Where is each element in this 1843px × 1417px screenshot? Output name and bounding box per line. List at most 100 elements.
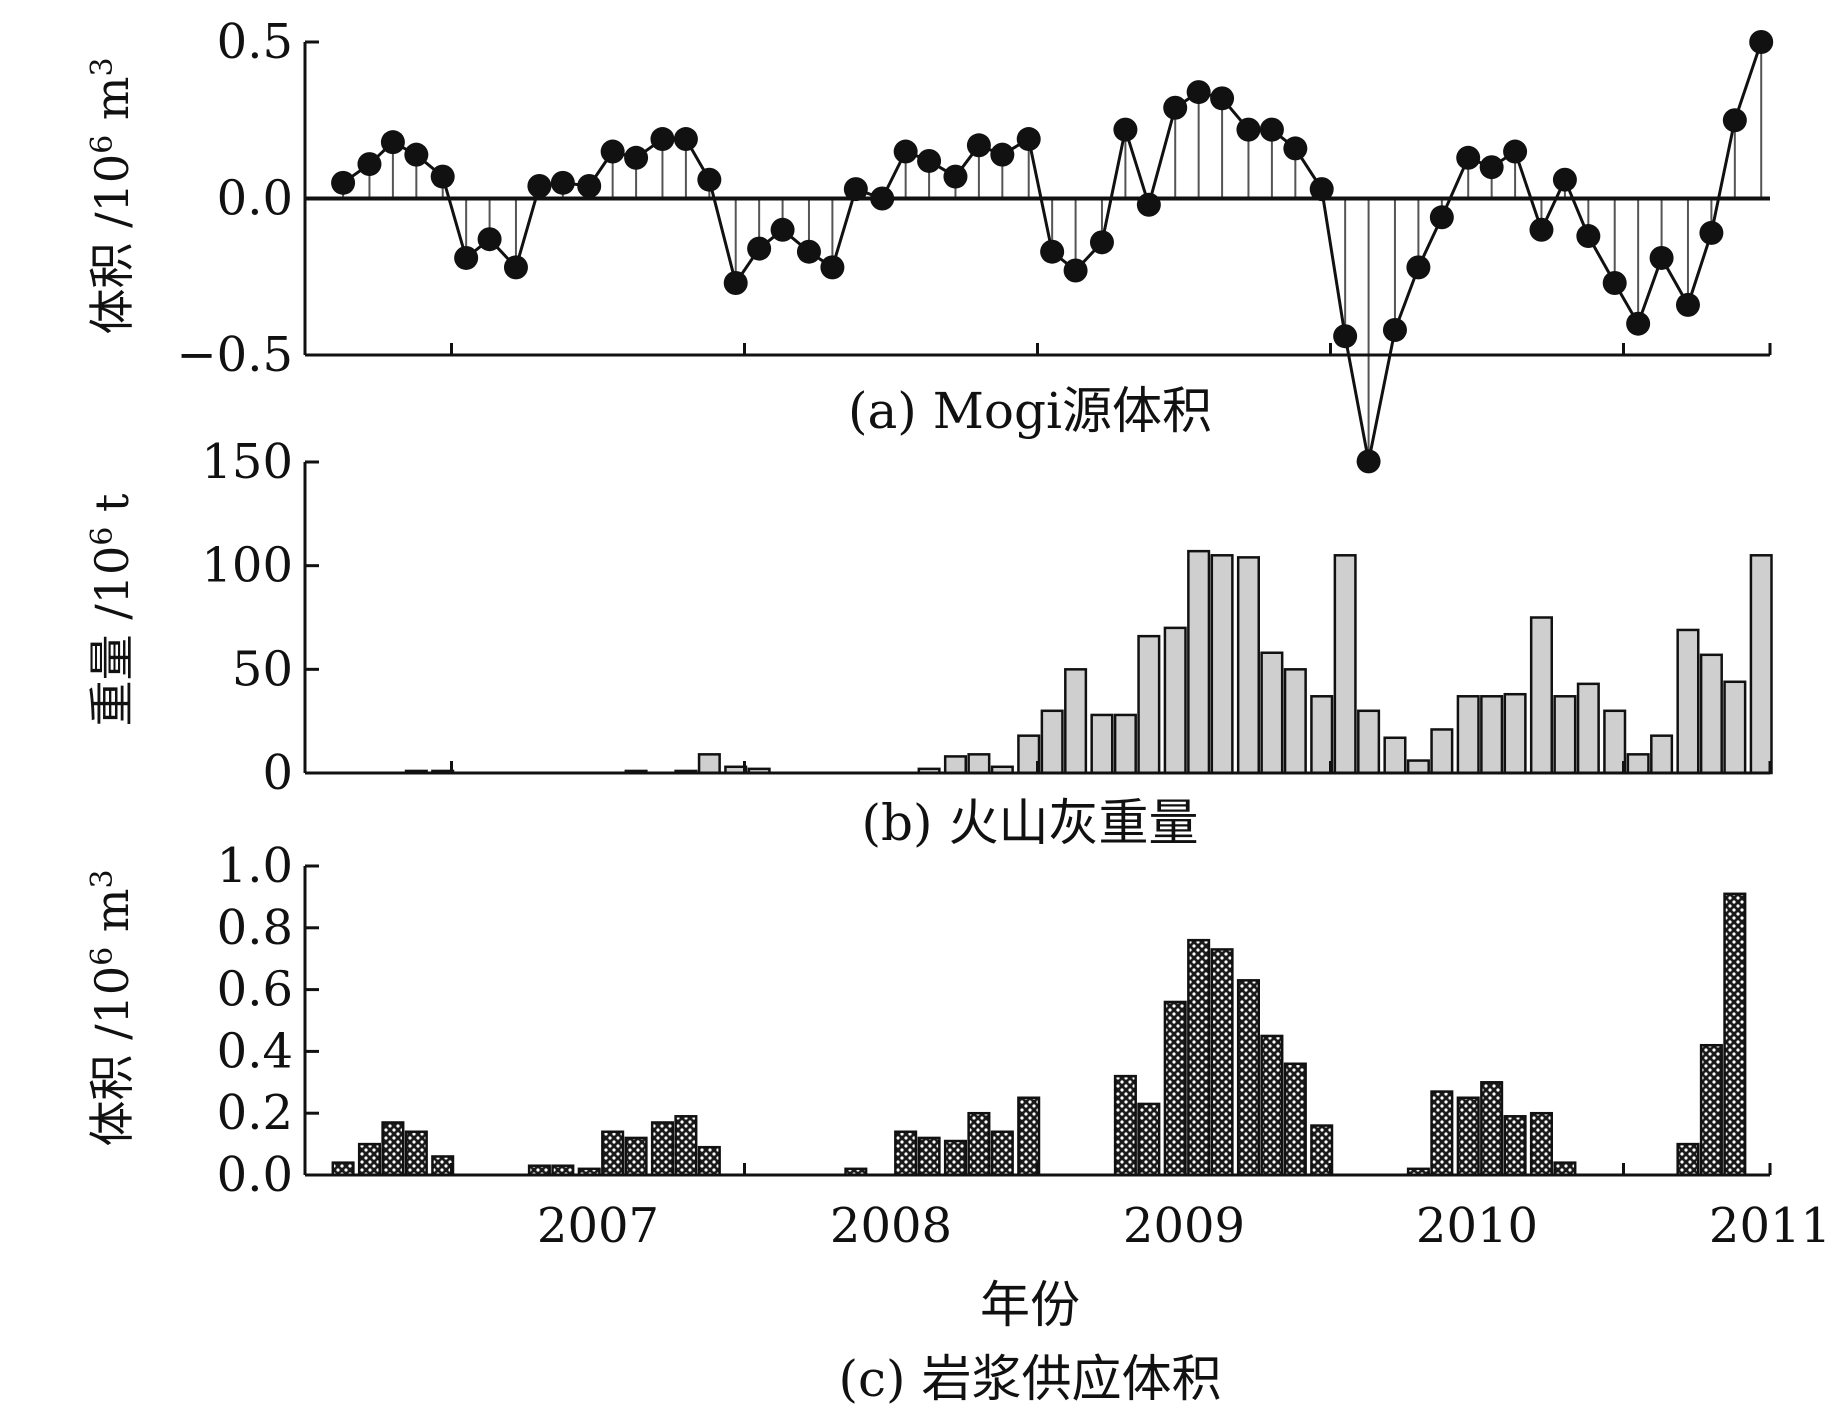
panel-a-data-point: [796, 239, 821, 264]
panel-b-ytick-label: 150: [201, 434, 293, 490]
panel-a-data-point: [1529, 217, 1554, 242]
panel-a-data-point: [404, 142, 429, 167]
panel-b-bar: [1480, 695, 1504, 775]
panel-c-ytick-label: 0.8: [217, 900, 293, 956]
panel-a-data-point: [1186, 80, 1211, 105]
panel-c-bar: [1456, 1096, 1480, 1177]
panel-c-ylabel: 体积 /106 m3: [85, 869, 139, 1146]
panel-a-marks: [305, 30, 1774, 474]
panel-a-data-point: [430, 164, 455, 189]
panel-c-xtick-label: 2007: [537, 1198, 659, 1254]
panel-a-data-point: [1479, 155, 1504, 180]
panel-c-xtick-label: 2008: [830, 1198, 952, 1254]
panel-b-bar: [967, 753, 991, 775]
panel-c-bar: [331, 1161, 355, 1177]
panel-b-bar: [1357, 709, 1381, 775]
panel-b-axes: 150 100 50 0: [201, 434, 1772, 801]
panel-b-bar: [1260, 651, 1284, 775]
panel-a-data-point: [477, 227, 502, 252]
panel-c-bar: [1529, 1111, 1553, 1177]
panel-a-data-point: [624, 145, 649, 170]
panel-a-data-point: [966, 133, 991, 158]
panel-a-data-point: [1236, 117, 1261, 142]
panel-b-bar: [1603, 709, 1627, 775]
panel-a-data-point: [1649, 245, 1674, 270]
panel-c-bar: [1699, 1043, 1723, 1177]
panel-a-data-point: [1089, 230, 1114, 255]
panel-b-bar: [1113, 713, 1137, 775]
panel-a-data-point: [1552, 167, 1577, 192]
panel-a-axes: 0.5 0.0 −0.5: [176, 14, 1772, 383]
panel-a-data-point: [331, 170, 356, 195]
panel-a-data-point: [893, 139, 918, 164]
panel-c-axes: 1.0 0.8 0.60.4 0.2 0.0 2007 2008 2009 2010 2011: [217, 838, 1831, 1254]
panel-b-bar: [1040, 709, 1064, 775]
panel-c-bar: [1430, 1090, 1454, 1177]
panel-c-bar: [1137, 1102, 1161, 1177]
panel-b-bar: [1699, 653, 1723, 775]
panel-b-bar: [1137, 634, 1161, 775]
panel-c-bar: [1236, 979, 1260, 1177]
panel-c-bar: [1017, 1096, 1041, 1177]
panel-b-bar: [1406, 759, 1430, 775]
panel-a-data-point: [697, 167, 722, 192]
panel-a-data-point: [1283, 136, 1308, 161]
panel-c-bar: [431, 1155, 455, 1177]
panel-a-data-point: [1356, 449, 1381, 474]
panel-a-data-point: [650, 127, 675, 152]
panel-c-ytick-label: 0.4: [217, 1023, 293, 1079]
panel-a-ytick-label: 0.5: [217, 14, 293, 70]
panel-a-data-point: [1333, 324, 1358, 349]
panel-c-bar: [1163, 1000, 1187, 1177]
panel-b-bar: [1553, 695, 1577, 775]
panel-a-data-point: [870, 186, 895, 211]
panel-c-ytick-label: 0.2: [217, 1085, 293, 1141]
panel-a-data-point: [357, 152, 382, 177]
panel-a-data-point: [843, 177, 868, 202]
panel-c-bar: [1676, 1142, 1700, 1177]
panel-a-data-point: [723, 271, 748, 296]
panel-c-marks: [331, 892, 1747, 1177]
panel-a-data-point: [1429, 205, 1454, 230]
panel-a-data-point: [1210, 86, 1235, 111]
panel-a-data-point: [380, 130, 405, 155]
panel-c-bar: [967, 1111, 991, 1177]
panel-b-bar: [1383, 736, 1407, 775]
panel-c-xlabel: 年份: [980, 1276, 1080, 1334]
panel-c-bar: [943, 1139, 967, 1177]
panel-b-bar: [1210, 554, 1234, 775]
panel-a-data-point: [943, 164, 968, 189]
panel-b-bar: [1529, 616, 1553, 775]
panel-c-xtick-label: 2010: [1416, 1198, 1538, 1254]
panel-b-bar: [1187, 549, 1211, 775]
panel-c-bar: [1260, 1034, 1284, 1177]
panel-b-bar: [1456, 695, 1480, 775]
panel-a-data-point: [454, 245, 479, 270]
panel-a-data-point: [600, 139, 625, 164]
panel-c-bar: [601, 1130, 625, 1177]
panel-b-caption: (b) 火山灰重量: [862, 794, 1199, 852]
panel-b-bar: [1333, 554, 1357, 775]
panel-b-bar: [1676, 628, 1700, 775]
panel-b-ytick-label: 50: [232, 641, 293, 697]
panel-a-data-point: [1136, 192, 1161, 217]
panel-a-data-point: [1163, 95, 1188, 120]
panel-c-xtick-label: 2009: [1123, 1198, 1245, 1254]
panel-b-bar: [1723, 680, 1747, 775]
panel-a-data-point: [820, 255, 845, 280]
panel-a-data-point: [503, 255, 528, 280]
panel-c-caption: (c) 岩浆供应体积: [839, 1350, 1222, 1408]
panel-b-marks: [404, 549, 1773, 775]
panel-c-bar: [1553, 1161, 1577, 1177]
panel-c-bar: [1210, 948, 1234, 1177]
panel-a-data-point: [770, 217, 795, 242]
panel-a-data-point: [527, 173, 552, 198]
panel-a-data-point: [1503, 139, 1528, 164]
panel-c-bar: [357, 1142, 381, 1177]
panel-a-data-point: [1722, 108, 1747, 133]
panel-c-ytick-label: 0.6: [217, 962, 293, 1018]
panel-a-ytick-label: −0.5: [176, 327, 293, 383]
panel-a-caption: (a) Mogi源体积: [848, 382, 1212, 440]
panel-a-data-point: [1749, 30, 1774, 54]
